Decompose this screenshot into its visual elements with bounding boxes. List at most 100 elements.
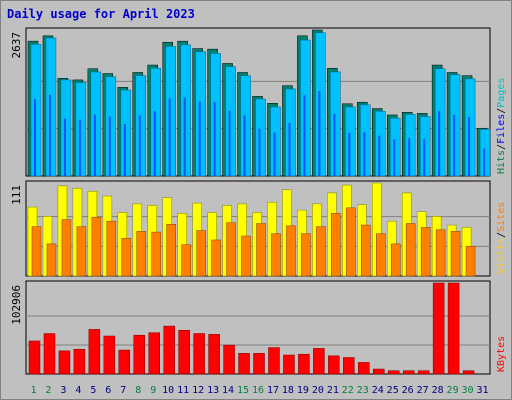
bar-kbytes-9: [148, 332, 160, 375]
bar-sites-8: [136, 231, 147, 277]
bar-pages-7: [120, 89, 132, 177]
bar-sites-22: [346, 207, 356, 277]
bar-files-30: [468, 117, 471, 176]
side-label-top: Hits/Files/Pages: [496, 78, 507, 174]
bar-kbytes-23: [358, 362, 370, 375]
day-label-17: 17: [267, 385, 279, 396]
day-label-8: 8: [135, 385, 141, 396]
bar-sites-11: [181, 244, 191, 277]
bar-sites-3: [61, 219, 72, 277]
bar-sites-30: [465, 245, 476, 277]
day-label-14: 14: [222, 385, 234, 396]
bar-kbytes-30: [462, 370, 475, 375]
day-label-12: 12: [192, 385, 204, 396]
bar-files-11: [183, 97, 186, 176]
bar-files-13: [213, 102, 216, 176]
bar-kbytes-29: [447, 282, 460, 375]
bar-files-24: [378, 135, 381, 176]
bar-files-29: [453, 114, 456, 176]
bar-sites-25: [390, 243, 401, 277]
day-label-30: 30: [462, 385, 474, 396]
bar-kbytes-2: [43, 333, 56, 375]
day-label-9: 9: [150, 385, 156, 396]
bar-sites-4: [76, 226, 87, 277]
bar-sites-5: [91, 216, 102, 277]
bar-kbytes-22: [343, 357, 355, 375]
day-label-16: 16: [252, 385, 264, 396]
bar-sites-13: [211, 239, 221, 277]
bar-sites-21: [331, 213, 341, 277]
bar-sites-15: [241, 235, 251, 277]
bar-files-5: [93, 114, 96, 176]
bar-kbytes-26: [402, 370, 415, 375]
side-label-bot: KBytes: [496, 336, 507, 372]
bar-kbytes-13: [208, 334, 220, 375]
bar-sites-16: [256, 223, 266, 277]
bar-kbytes-27: [417, 370, 430, 375]
day-label-21: 21: [327, 385, 339, 396]
bar-kbytes-24: [373, 368, 385, 375]
bar-files-27: [423, 138, 426, 176]
bar-sites-27: [420, 227, 431, 277]
bar-files-2: [48, 94, 51, 176]
day-label-27: 27: [417, 385, 429, 396]
day-label-6: 6: [105, 385, 111, 396]
bar-kbytes-18: [283, 354, 295, 375]
bar-sites-18: [286, 225, 296, 277]
bar-files-22: [348, 132, 351, 176]
day-label-5: 5: [90, 385, 96, 396]
day-label-23: 23: [357, 385, 369, 396]
bar-kbytes-19: [298, 353, 310, 375]
bar-files-9: [153, 111, 156, 176]
bar-kbytes-7: [118, 349, 131, 375]
day-label-20: 20: [312, 385, 324, 396]
bar-sites-29: [450, 231, 461, 277]
bar-kbytes-16: [253, 353, 265, 375]
bar-kbytes-3: [58, 350, 71, 375]
bar-kbytes-25: [387, 370, 400, 375]
day-label-4: 4: [75, 385, 81, 396]
day-label-18: 18: [282, 385, 294, 396]
bar-files-26: [408, 138, 411, 176]
chart-title: Daily usage for April 2023: [7, 7, 195, 21]
side-label-mid: Visits/Sites: [496, 202, 507, 274]
bar-files-10: [168, 98, 171, 176]
bar-kbytes-4: [73, 348, 86, 375]
bar-files-6: [108, 116, 111, 176]
bar-sites-10: [166, 224, 176, 277]
bar-kbytes-5: [88, 329, 101, 375]
bar-sites-14: [226, 222, 236, 277]
max-label-visits-sites: 111: [10, 185, 23, 205]
bar-kbytes-14: [223, 344, 235, 375]
bar-files-17: [273, 132, 276, 176]
bar-files-7: [123, 123, 126, 176]
bar-kbytes-11: [178, 329, 190, 375]
bar-kbytes-21: [328, 355, 340, 375]
day-label-24: 24: [372, 385, 384, 396]
bar-sites-26: [405, 223, 416, 277]
bar-kbytes-28: [432, 282, 445, 375]
day-label-25: 25: [387, 385, 399, 396]
day-label-2: 2: [45, 385, 51, 396]
bar-files-18: [288, 122, 291, 176]
bar-sites-19: [301, 233, 311, 277]
bar-sites-17: [271, 233, 281, 277]
day-label-29: 29: [447, 385, 459, 396]
bar-files-23: [363, 132, 366, 176]
bar-files-8: [138, 115, 141, 176]
bar-files-1: [34, 99, 36, 176]
bar-files-16: [258, 128, 261, 176]
bar-files-4: [78, 119, 81, 176]
bar-files-15: [243, 115, 246, 176]
day-label-1: 1: [30, 385, 36, 396]
bar-kbytes-20: [313, 348, 325, 375]
bar-kbytes-1: [28, 340, 41, 375]
bar-kbytes-12: [193, 333, 205, 375]
bar-kbytes-8: [133, 334, 146, 375]
bar-kbytes-6: [103, 335, 116, 375]
day-label-19: 19: [297, 385, 309, 396]
bar-files-14: [228, 110, 231, 176]
bar-sites-23: [361, 224, 371, 277]
bar-sites-1: [31, 226, 42, 277]
